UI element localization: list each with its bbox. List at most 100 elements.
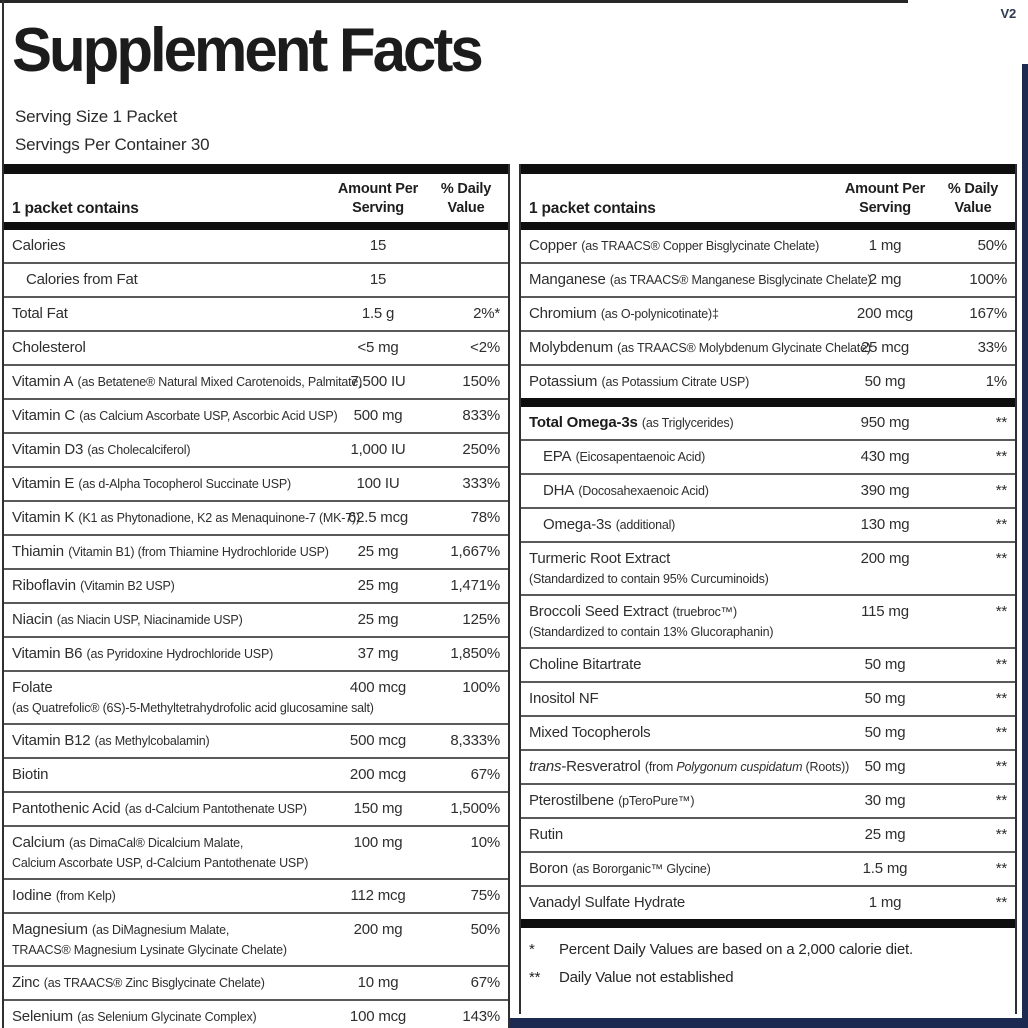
- background-border-right: [1022, 64, 1028, 1028]
- amount-per-serving: 10 mg: [357, 973, 399, 991]
- amount-per-serving: 200 mcg: [349, 765, 407, 783]
- nutrient-name: Calories from Fat: [26, 270, 138, 288]
- nutrient-name: Total Fat: [12, 304, 68, 322]
- table-row: Zinc (as TRAACS® Zinc Bisglycinate Chela…: [4, 964, 508, 999]
- amount-per-serving: 200 mcg: [856, 304, 914, 322]
- footnote: ** Daily Value not established: [529, 968, 1005, 987]
- percent-daily-value: **: [995, 893, 1007, 911]
- nutrient-name: Biotin: [12, 765, 49, 783]
- nutrient-rows: Copper (as TRAACS® Copper Bisglycinate C…: [521, 230, 1015, 398]
- nutrient-source-line2: (Standardized to contain 13% Glucoraphan…: [529, 624, 774, 639]
- label-left-edge: [2, 0, 4, 166]
- nutrient-name: Vanadyl Sulfate Hydrate: [529, 893, 686, 911]
- amount-per-serving: 15: [369, 236, 387, 254]
- percent-daily-value: 100%: [969, 270, 1007, 288]
- amount-per-serving: 150 mg: [353, 799, 403, 817]
- amount-per-serving: 500 mg: [353, 406, 403, 424]
- table-row: Pantothenic Acid (as d-Calcium Pantothen…: [4, 790, 508, 825]
- percent-daily-value: **: [995, 723, 1007, 741]
- nutrient-name: Calories: [12, 236, 66, 254]
- nutrient-name: Cholesterol: [12, 338, 86, 356]
- amount-per-serving: 1 mg: [868, 893, 902, 911]
- nutrient-name: Turmeric Root Extract (Standardized to co…: [529, 549, 835, 588]
- amount-per-serving: 400 mcg: [349, 678, 407, 696]
- table-row: Pterostilbene (pTeroPure™) 30 mg **: [521, 782, 1015, 817]
- nutrient-name: Inositol NF: [529, 689, 599, 707]
- amount-per-serving: 390 mg: [860, 481, 910, 499]
- percent-daily-value: **: [995, 515, 1007, 533]
- table-row: Calcium (as DimaCal® Dicalcium Malate, Ca…: [4, 824, 508, 878]
- table-row: Biotin 200 mcg 67%: [4, 756, 508, 791]
- percent-daily-value: **: [995, 859, 1007, 877]
- amount-per-serving: 62.5 mcg: [347, 508, 409, 526]
- table-row: Calories from Fat 15: [4, 261, 508, 296]
- table-row: Selenium (as Selenium Glycinate Complex)…: [4, 998, 508, 1028]
- table-row: Folate (as Quatrefolic® (6S)-5-Methyltetr…: [4, 669, 508, 723]
- nutrient-name: Thiamin (Vitamin B1) (from Thiamine Hydr…: [12, 542, 329, 560]
- header-contains: 1 packet contains: [529, 199, 656, 217]
- nutrient-name: Niacin (as Niacin USP, Niacinamide USP): [12, 610, 243, 628]
- percent-daily-value: 100%: [462, 678, 500, 696]
- table-row: Vitamin B6 (as Pyridoxine Hydrochloride …: [4, 635, 508, 670]
- amount-per-serving: 7,500 IU: [350, 372, 406, 390]
- footnotes: * Percent Daily Values are based on a 2,0…: [521, 928, 1015, 987]
- footnote: * Percent Daily Values are based on a 2,0…: [529, 940, 1005, 959]
- amount-per-serving: 25 mcg: [861, 338, 909, 356]
- percent-daily-value: **: [995, 655, 1007, 673]
- table-row: Vitamin E (as d-Alpha Tocopherol Succina…: [4, 465, 508, 500]
- table-row: Turmeric Root Extract (Standardized to co…: [521, 540, 1015, 594]
- nutrient-name: Vitamin K (K1 as Phytonadione, K2 as Men…: [12, 508, 360, 526]
- amount-per-serving: 1.5 g: [361, 304, 395, 322]
- percent-daily-value: 125%: [462, 610, 500, 628]
- table-row: Potassium (as Potassium Citrate USP) 50 m…: [521, 363, 1015, 398]
- percent-daily-value: 1%: [985, 372, 1007, 390]
- nutrient-name: Vitamin B6 (as Pyridoxine Hydrochloride …: [12, 644, 274, 662]
- nutrient-name: Riboflavin (Vitamin B2 USP): [12, 576, 175, 594]
- left-column: 1 packet contains Amount Per Serving % D…: [2, 164, 510, 1028]
- table-row: Omega-3s (additional) 130 mg **: [521, 506, 1015, 541]
- amount-per-serving: 15: [369, 270, 387, 288]
- amount-per-serving: 1,000 IU: [350, 440, 406, 458]
- header-amount-per-serving: Amount Per Serving: [337, 181, 419, 216]
- nutrient-name: Vitamin A (as Betatene® Natural Mixed Ca…: [12, 372, 363, 390]
- table-row: Rutin 25 mg **: [521, 816, 1015, 851]
- servings-per-container-text: Servings Per Container 30: [15, 135, 210, 154]
- header-percent-daily-value: % Daily Value: [947, 181, 999, 216]
- thick-divider: [521, 918, 1015, 928]
- percent-daily-value: **: [995, 602, 1007, 620]
- table-row: Total Omega-3s (as Triglycerides) 950 mg *…: [521, 407, 1015, 439]
- amount-per-serving: 30 mg: [864, 791, 906, 809]
- percent-daily-value: **: [995, 825, 1007, 843]
- nutrient-name: Manganese (as TRAACS® Manganese Bisglyci…: [529, 270, 872, 288]
- amount-per-serving: 500 mcg: [349, 731, 407, 749]
- nutrient-rows: Calories 15 Calories from Fat 15 Total Fat 1.…: [4, 230, 508, 1028]
- amount-per-serving: 100 mcg: [349, 1007, 407, 1025]
- nutrient-rows: Total Omega-3s (as Triglycerides) 950 mg *…: [521, 407, 1015, 919]
- amount-per-serving: 2 mg: [868, 270, 902, 288]
- nutrient-name: Mixed Tocopherols: [529, 723, 651, 741]
- percent-daily-value: 8,333%: [450, 731, 500, 749]
- table-row: trans-Resveratrol (from Polygonum cuspid…: [521, 748, 1015, 783]
- nutrient-name: Pterostilbene (pTeroPure™): [529, 791, 695, 809]
- percent-daily-value: 33%: [977, 338, 1008, 356]
- percent-daily-value: 50%: [977, 236, 1008, 254]
- version-tag: V2: [1000, 6, 1016, 21]
- table-row: Total Fat 1.5 g 2%*: [4, 295, 508, 330]
- percent-daily-value: 167%: [969, 304, 1007, 322]
- table-row: Copper (as TRAACS® Copper Bisglycinate C…: [521, 230, 1015, 262]
- nutrient-name: Choline Bitartrate: [529, 655, 642, 673]
- nutrient-name: Molybdenum (as TRAACS® Molybdenum Glycin…: [529, 338, 871, 356]
- header-contains: 1 packet contains: [12, 199, 139, 217]
- table-row: Vitamin C (as Calcium Ascorbate USP, Asc…: [4, 397, 508, 432]
- amount-per-serving: 37 mg: [357, 644, 399, 662]
- percent-daily-value: 75%: [470, 886, 501, 904]
- amount-per-serving: 50 mg: [864, 757, 906, 775]
- nutrient-name: Magnesium (as DiMagnesium Malate, TRAACS®…: [12, 920, 328, 959]
- percent-daily-value: 1,850%: [450, 644, 500, 662]
- table-row: Calories 15: [4, 230, 508, 262]
- amount-per-serving: 50 mg: [864, 655, 906, 673]
- amount-per-serving: 200 mg: [353, 920, 403, 938]
- nutrient-name: Total Omega-3s (as Triglycerides): [529, 413, 734, 431]
- table-row: Boron (as Bororganic™ Glycine) 1.5 mg **: [521, 850, 1015, 885]
